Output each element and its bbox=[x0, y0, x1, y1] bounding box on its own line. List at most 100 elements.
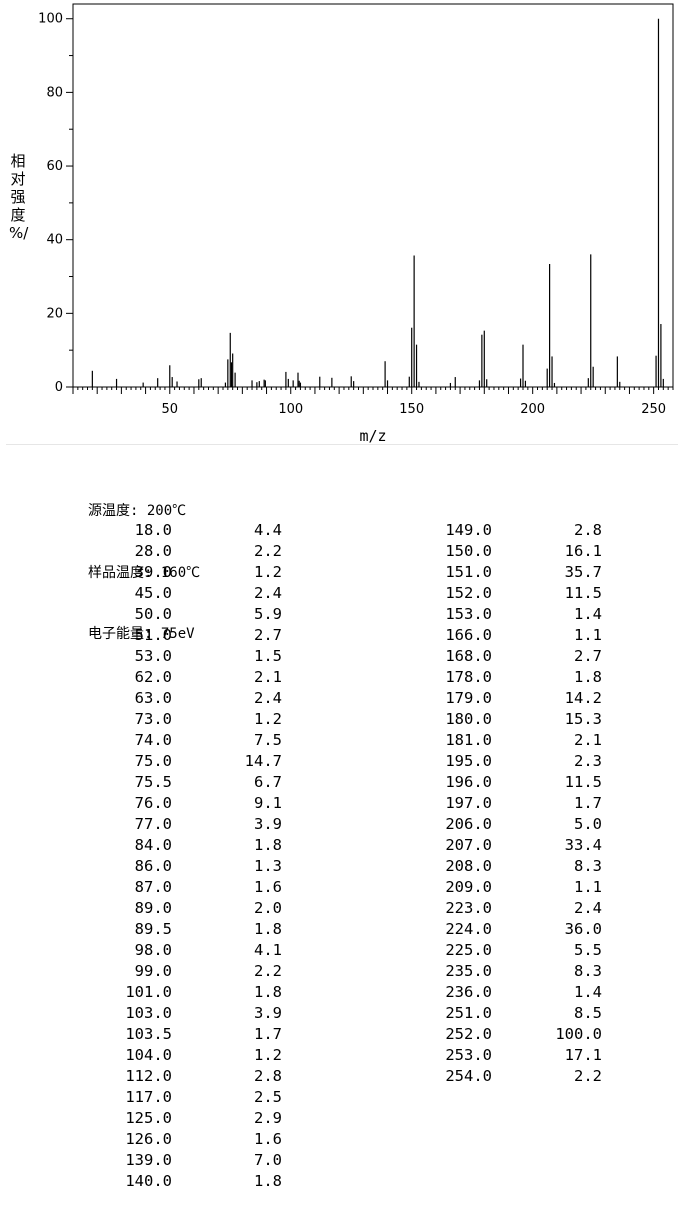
y-tick-label: 60 bbox=[46, 159, 63, 174]
x-tick-label: 150 bbox=[399, 402, 424, 417]
peak-mz: 139.0 bbox=[125, 1151, 172, 1169]
peak-row: 181.0 2.1 bbox=[420, 730, 602, 751]
peak-row: 75.5 6.7 bbox=[100, 772, 282, 793]
peak-intensity: 36.0 bbox=[564, 920, 602, 938]
y-tick-label: 40 bbox=[46, 233, 63, 248]
peak-mz: 87.0 bbox=[134, 878, 172, 896]
peak-row: 224.0 36.0 bbox=[420, 919, 602, 940]
peak-row: 196.0 11.5 bbox=[420, 772, 602, 793]
peak-mz: 39.0 bbox=[134, 563, 172, 581]
y-axis-label-char: 对 bbox=[10, 170, 26, 188]
peak-intensity: 1.5 bbox=[254, 647, 282, 665]
peak-row: 140.0 1.8 bbox=[100, 1171, 282, 1192]
peak-intensity: 1.2 bbox=[254, 710, 282, 728]
peak-row: 149.0 2.8 bbox=[420, 520, 602, 541]
y-tick-label: 0 bbox=[55, 380, 63, 395]
peak-mz: 73.0 bbox=[134, 710, 172, 728]
peak-mz: 74.0 bbox=[134, 731, 172, 749]
peak-mz: 50.0 bbox=[134, 605, 172, 623]
peak-row: 178.0 1.8 bbox=[420, 667, 602, 688]
peak-row: 103.5 1.7 bbox=[100, 1024, 282, 1045]
peak-mz: 253.0 bbox=[445, 1046, 492, 1064]
peak-row: 101.0 1.8 bbox=[100, 982, 282, 1003]
peak-mz: 152.0 bbox=[445, 584, 492, 602]
peak-intensity: 9.1 bbox=[254, 794, 282, 812]
peak-mz: 251.0 bbox=[445, 1004, 492, 1022]
mass-spectrum-chart: 50 100 150 200 250 0 20 40 60 80 100 m/z bbox=[38, 3, 674, 445]
peak-row: 98.0 4.1 bbox=[100, 940, 282, 961]
peak-intensity: 2.7 bbox=[574, 647, 602, 665]
peak-intensity: 1.2 bbox=[254, 563, 282, 581]
peak-intensity: 2.8 bbox=[574, 521, 602, 539]
peak-intensity: 2.1 bbox=[254, 668, 282, 686]
peak-intensity: 2.9 bbox=[254, 1109, 282, 1127]
peak-mz: 76.0 bbox=[134, 794, 172, 812]
peak-intensity: 2.5 bbox=[254, 1088, 282, 1106]
y-axis-label: 相对强度 %/ bbox=[9, 152, 28, 242]
peak-row: 151.0 35.7 bbox=[420, 562, 602, 583]
peak-row: 75.0 14.7 bbox=[100, 751, 282, 772]
peak-row: 126.0 1.6 bbox=[100, 1129, 282, 1150]
peak-mz: 151.0 bbox=[445, 563, 492, 581]
peak-row: 76.0 9.1 bbox=[100, 793, 282, 814]
peak-table-left: 18.0 4.4 28.0 2.2 39.0 1.2 45.0 2.4 50.0 5.9 51.0 2… bbox=[100, 520, 282, 1192]
peak-intensity: 2.2 bbox=[254, 962, 282, 980]
peak-row: 39.0 1.2 bbox=[100, 562, 282, 583]
peak-intensity: 1.7 bbox=[574, 794, 602, 812]
peak-intensity: 5.9 bbox=[254, 605, 282, 623]
peak-row: 253.0 17.1 bbox=[420, 1045, 602, 1066]
peak-mz: 89.5 bbox=[134, 920, 172, 938]
peak-intensity: 2.3 bbox=[574, 752, 602, 770]
peak-row: 179.0 14.2 bbox=[420, 688, 602, 709]
peak-mz: 45.0 bbox=[134, 584, 172, 602]
peak-intensity: 7.5 bbox=[254, 731, 282, 749]
peak-mz: 166.0 bbox=[445, 626, 492, 644]
peak-intensity: 1.8 bbox=[254, 920, 282, 938]
peak-mz: 75.0 bbox=[134, 752, 172, 770]
peak-intensity: 1.1 bbox=[574, 626, 602, 644]
plot-frame bbox=[72, 3, 674, 388]
peak-mz: 208.0 bbox=[445, 857, 492, 875]
peak-row: 208.0 8.3 bbox=[420, 856, 602, 877]
peak-intensity: 1.8 bbox=[254, 1172, 282, 1190]
peak-intensity: 5.0 bbox=[574, 815, 602, 833]
peak-row: 73.0 1.2 bbox=[100, 709, 282, 730]
peak-row: 206.0 5.0 bbox=[420, 814, 602, 835]
peak-row: 50.0 5.9 bbox=[100, 604, 282, 625]
peak-intensity: 2.2 bbox=[254, 542, 282, 560]
peak-mz: 63.0 bbox=[134, 689, 172, 707]
electron-energy: 电子能量: 75eV bbox=[88, 626, 195, 642]
peak-intensity: 2.4 bbox=[254, 584, 282, 602]
sample-temperature: 样品温度: 160℃ bbox=[88, 564, 201, 581]
peak-mz: 75.5 bbox=[134, 773, 172, 791]
peak-row: 53.0 1.5 bbox=[100, 646, 282, 667]
peak-mz: 104.0 bbox=[125, 1046, 172, 1064]
peak-intensity: 7.0 bbox=[254, 1151, 282, 1169]
y-axis-label-char: 相 bbox=[10, 152, 26, 170]
peak-mz: 196.0 bbox=[445, 773, 492, 791]
peak-mz: 225.0 bbox=[445, 941, 492, 959]
peak-intensity: 4.4 bbox=[254, 521, 282, 539]
peak-row: 18.0 4.4 bbox=[100, 520, 282, 541]
peak-row: 77.0 3.9 bbox=[100, 814, 282, 835]
peak-row: 125.0 2.9 bbox=[100, 1108, 282, 1129]
peak-mz: 28.0 bbox=[134, 542, 172, 560]
peak-intensity: 100.0 bbox=[555, 1025, 602, 1043]
peak-row: 74.0 7.5 bbox=[100, 730, 282, 751]
peak-intensity: 4.1 bbox=[254, 941, 282, 959]
peak-row: 63.0 2.4 bbox=[100, 688, 282, 709]
peak-mz: 207.0 bbox=[445, 836, 492, 854]
peak-row: 112.0 2.8 bbox=[100, 1066, 282, 1087]
peak-mz: 150.0 bbox=[445, 542, 492, 560]
peak-mz: 195.0 bbox=[445, 752, 492, 770]
peak-intensity: 2.0 bbox=[254, 899, 282, 917]
peak-intensity: 1.2 bbox=[254, 1046, 282, 1064]
peak-intensity: 17.1 bbox=[564, 1046, 602, 1064]
peak-row: 168.0 2.7 bbox=[420, 646, 602, 667]
peak-row: 152.0 11.5 bbox=[420, 583, 602, 604]
peak-intensity: 14.2 bbox=[564, 689, 602, 707]
peak-row: 117.0 2.5 bbox=[100, 1087, 282, 1108]
peak-mz: 89.0 bbox=[134, 899, 172, 917]
peak-mz: 179.0 bbox=[445, 689, 492, 707]
peak-row: 150.0 16.1 bbox=[420, 541, 602, 562]
